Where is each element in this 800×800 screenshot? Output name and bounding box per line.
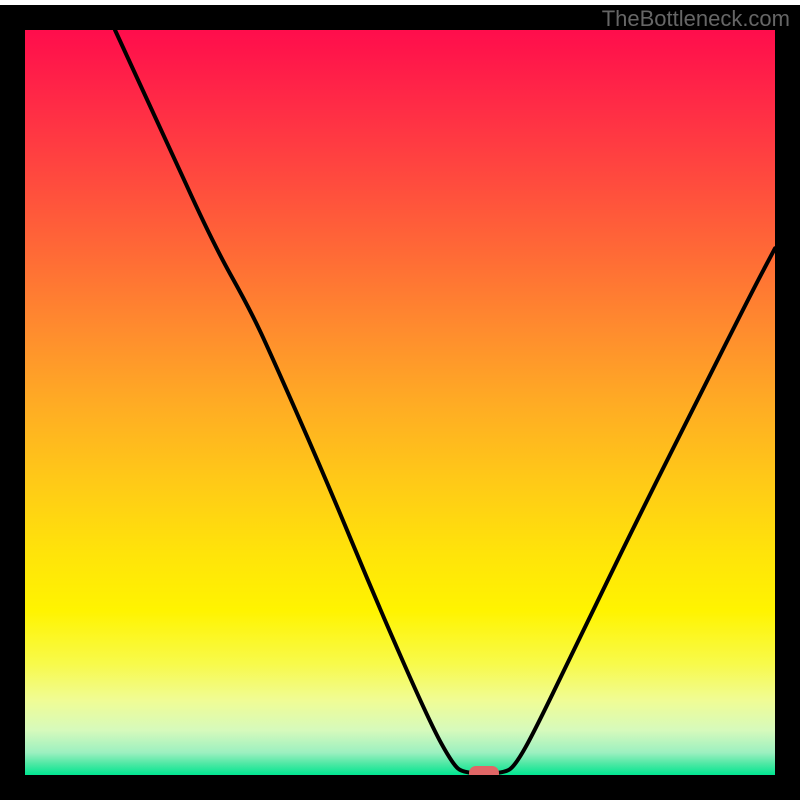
plot-background — [25, 30, 775, 775]
watermark-text: TheBottleneck.com — [602, 6, 790, 32]
bottleneck-chart — [0, 0, 800, 800]
chart-container: TheBottleneck.com — [0, 0, 800, 800]
